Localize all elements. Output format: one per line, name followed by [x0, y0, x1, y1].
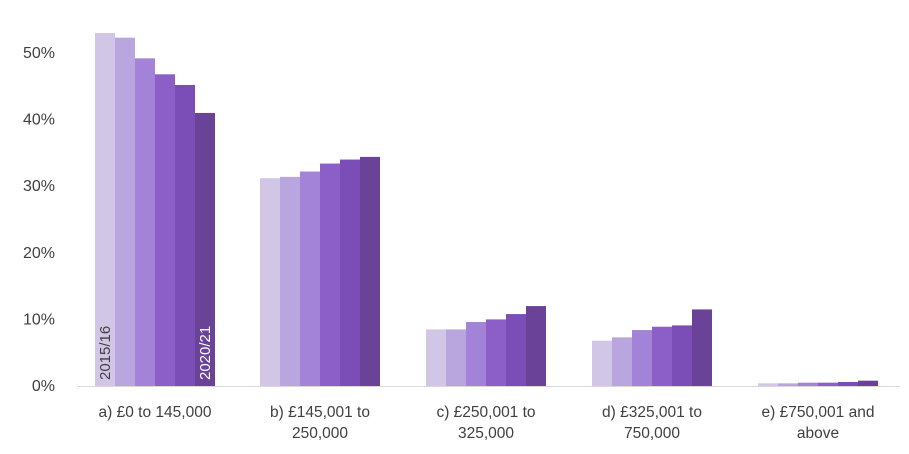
- bar: [446, 329, 466, 386]
- bar: [280, 176, 300, 386]
- category-label: 750,000: [624, 425, 680, 442]
- bar: [758, 383, 778, 386]
- bar: [300, 171, 320, 386]
- y-tick-label: 10%: [23, 311, 55, 328]
- bar: [798, 382, 818, 386]
- bar: [260, 178, 280, 386]
- bar: [175, 84, 195, 386]
- bar: [592, 340, 612, 386]
- y-tick-label: 30%: [23, 178, 55, 195]
- category-label: d) £325,001 to: [602, 404, 702, 421]
- y-tick-label: 50%: [23, 45, 55, 62]
- category-label: b) £145,001 to: [270, 404, 370, 421]
- category-label: a) £0 to 145,000: [99, 404, 212, 421]
- category-label: 250,000: [292, 425, 348, 442]
- bar: [818, 382, 838, 386]
- bar: [155, 74, 175, 386]
- category-label: c) £250,001 to: [436, 404, 535, 421]
- bar-annotations: 2015/16 2020/21: [97, 326, 214, 380]
- category-label: above: [797, 425, 839, 442]
- bar: [858, 380, 878, 386]
- bar: [95, 33, 115, 387]
- bar: [652, 326, 672, 386]
- bar: [466, 322, 486, 386]
- bar: [360, 156, 380, 386]
- bar: [632, 330, 652, 386]
- bar: [692, 309, 712, 386]
- bar: [506, 314, 526, 386]
- bar: [526, 306, 546, 386]
- category-labels: a) £0 to 145,000 b) £145,001 to 250,000 c) …: [99, 404, 875, 442]
- bars: [95, 33, 878, 387]
- bar-annotation-label: 2020/21: [197, 326, 214, 380]
- bar: [340, 159, 360, 386]
- bar: [612, 337, 632, 386]
- bar: [320, 163, 340, 386]
- y-axis-ticks: 0% 10% 20% 30% 40% 50%: [23, 45, 55, 395]
- bar: [486, 319, 506, 386]
- bar: [672, 325, 692, 386]
- bar-annotation-label: 2015/16: [97, 326, 114, 380]
- bar: [426, 329, 446, 386]
- category-label: e) £750,001 and: [762, 404, 875, 421]
- bar: [838, 382, 858, 386]
- bar: [135, 58, 155, 386]
- y-tick-label: 40%: [23, 112, 55, 129]
- bar: [195, 112, 215, 386]
- bar: [115, 37, 135, 386]
- bar: [778, 383, 798, 386]
- y-tick-label: 20%: [23, 245, 55, 262]
- category-label: 325,000: [458, 425, 514, 442]
- y-tick-label: 0%: [32, 378, 55, 395]
